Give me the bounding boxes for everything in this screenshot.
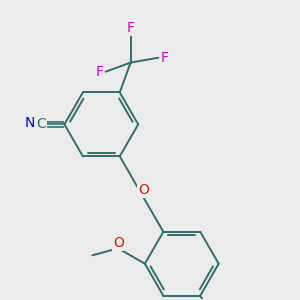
- Text: C: C: [37, 117, 46, 131]
- Text: F: F: [160, 51, 169, 65]
- Text: O: O: [113, 236, 124, 250]
- Text: F: F: [95, 65, 104, 79]
- Text: F: F: [127, 21, 135, 35]
- Text: N: N: [25, 116, 35, 130]
- Text: O: O: [138, 183, 149, 197]
